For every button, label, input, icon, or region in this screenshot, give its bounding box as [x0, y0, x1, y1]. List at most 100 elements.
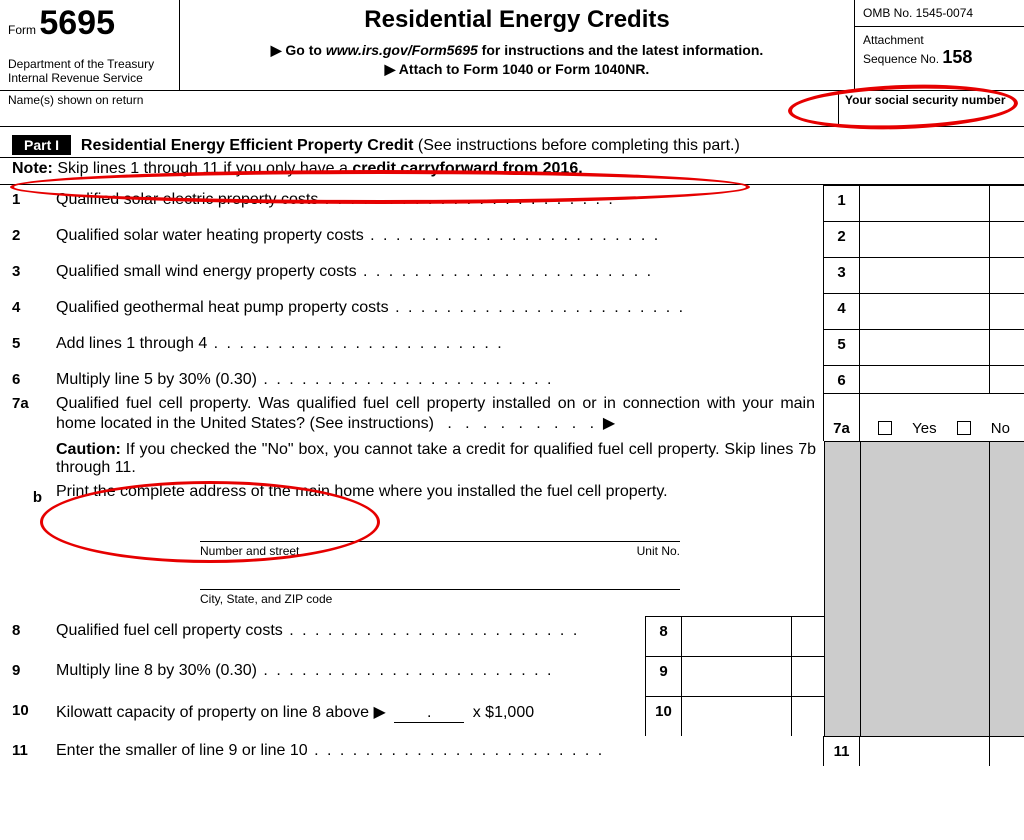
col-1-amt[interactable]: [860, 185, 990, 221]
form-right: OMB No. 1545-0074 Attachment Sequence No…: [854, 0, 1024, 90]
line-7b: b Print the complete address of the main…: [0, 483, 824, 506]
col-1-num: 1: [824, 185, 860, 221]
col-2-amt[interactable]: [860, 221, 990, 257]
caution-text: Caution: If you checked the "No" box, yo…: [56, 441, 824, 477]
note-bold2: credit carryforward from 2016.: [352, 160, 582, 177]
icol-8-cents[interactable]: [792, 616, 824, 656]
col-4-amt[interactable]: [860, 293, 990, 329]
icol-9-num: 9: [646, 656, 682, 696]
col-5-amt[interactable]: [860, 329, 990, 365]
col-6-num: 6: [824, 365, 860, 393]
line-10-num: 10: [12, 696, 56, 719]
line-4-text: Qualified geothermal heat pump property …: [56, 293, 823, 317]
col-1-cents[interactable]: [990, 185, 1024, 221]
caution-num: [12, 441, 56, 447]
line-2-text: Qualified solar water heating property c…: [56, 221, 823, 245]
names-label: Name(s) shown on return: [0, 91, 838, 126]
line-10-pre: Kilowatt capacity of property on line 8 …: [56, 704, 386, 721]
line-11: 11 Enter the smaller of line 9 or line 1…: [0, 736, 1024, 766]
dept1: Department of the Treasury: [8, 57, 171, 71]
no-label: No: [991, 420, 1010, 437]
part-label: Part I: [12, 135, 71, 155]
sub1-prefix: ▶ Go to: [271, 42, 326, 58]
line-6: 6 Multiply line 5 by 30% (0.30) 6: [0, 365, 1024, 393]
address-block: Number and streetUnit No. City, State, a…: [200, 516, 680, 608]
caution-row: Caution: If you checked the "No" box, yo…: [0, 441, 824, 483]
col-3-amt[interactable]: [860, 257, 990, 293]
addr-line-1[interactable]: [200, 516, 680, 542]
mid-block: Caution: If you checked the "No" box, yo…: [0, 441, 1024, 736]
line-1: 1 Qualified solar electric property cost…: [0, 185, 1024, 221]
gray-num: [825, 442, 861, 736]
dept2: Internal Revenue Service: [8, 71, 171, 85]
col-5-num: 5: [824, 329, 860, 365]
col-4-cents[interactable]: [990, 293, 1024, 329]
yes-label: Yes: [912, 420, 936, 437]
sequence-number: 158: [942, 47, 972, 67]
line-2-num: 2: [12, 221, 56, 244]
line-10: 10 Kilowatt capacity of property on line…: [0, 696, 824, 736]
icol-9-cents[interactable]: [792, 656, 824, 696]
part-title-row: Part I Residential Energy Efficient Prop…: [0, 127, 1024, 158]
col-3-cents[interactable]: [990, 257, 1024, 293]
attachment-block: Attachment Sequence No. 158: [855, 27, 1024, 74]
subtitle2: ▶ Attach to Form 1040 or Form 1040NR.: [192, 61, 842, 78]
col-6-amt[interactable]: [860, 365, 990, 393]
col-11-amt[interactable]: [860, 736, 990, 766]
icol-8-amt[interactable]: [682, 616, 792, 656]
line-4-num: 4: [12, 293, 56, 316]
part-title: Residential Energy Efficient Property Cr…: [81, 137, 740, 154]
yes-checkbox[interactable]: [878, 421, 892, 435]
line-11-text: Enter the smaller of line 9 or line 10: [56, 736, 823, 760]
kw-blank[interactable]: .: [394, 704, 464, 723]
line-1-text: Qualified solar electric property costs: [56, 185, 823, 209]
line-3-num: 3: [12, 257, 56, 280]
line-7b-num: b: [12, 483, 56, 506]
addr1-unit: Unit No.: [637, 542, 680, 560]
line-9: 9 Multiply line 8 by 30% (0.30) 9: [0, 656, 824, 696]
no-checkbox[interactable]: [957, 421, 971, 435]
form-header: Form 5695 Department of the Treasury Int…: [0, 0, 1024, 91]
note-bold: Note:: [12, 160, 53, 177]
names-row: Name(s) shown on return Your social secu…: [0, 91, 1024, 127]
line-10-text: Kilowatt capacity of property on line 8 …: [56, 696, 645, 723]
omb-number: OMB No. 1545-0074: [855, 0, 1024, 27]
gray-right-col: [824, 441, 1024, 736]
col-5-cents[interactable]: [990, 329, 1024, 365]
addr2-label: City, State, and ZIP code: [200, 590, 680, 608]
col-6-cents[interactable]: [990, 365, 1024, 393]
form-number: Form 5695: [8, 4, 171, 43]
sub2-text: ▶ Attach to Form 1040 or Form 1040NR.: [385, 61, 650, 77]
line-11-num: 11: [12, 736, 56, 759]
gray-amt: [861, 442, 990, 736]
form-title: Residential Energy Credits: [192, 6, 842, 34]
line-2: 2 Qualified solar water heating property…: [0, 221, 1024, 257]
line-3-text: Qualified small wind energy property cos…: [56, 257, 823, 281]
col-2-cents[interactable]: [990, 221, 1024, 257]
icol-10-amt[interactable]: [682, 696, 792, 736]
line-3: 3 Qualified small wind energy property c…: [0, 257, 1024, 293]
addr-line-2[interactable]: [200, 564, 680, 590]
line-7b-text: Print the complete address of the main h…: [56, 483, 824, 501]
caution-body: If you checked the "No" box, you cannot …: [56, 441, 816, 476]
note-line: Note: Skip lines 1 through 11 if you onl…: [0, 158, 1024, 185]
col-3-num: 3: [824, 257, 860, 293]
line-7a-text: Qualified fuel cell property. Was qualif…: [56, 393, 823, 433]
line-8-text: Qualified fuel cell property costs: [56, 616, 645, 640]
line-7a: 7a Qualified fuel cell property. Was qua…: [0, 393, 1024, 441]
icol-8-num: 8: [646, 616, 682, 656]
yes-no-row: Yes No: [860, 416, 1024, 441]
subtitle1: ▶ Go to www.irs.gov/Form5695 for instruc…: [192, 42, 842, 59]
line-4: 4 Qualified geothermal heat pump propert…: [0, 293, 1024, 329]
line-5-num: 5: [12, 329, 56, 352]
icol-9-amt[interactable]: [682, 656, 792, 696]
form-center: Residential Energy Credits ▶ Go to www.i…: [180, 0, 854, 90]
col-11-num: 11: [824, 736, 860, 766]
part-title-bold: Residential Energy Efficient Property Cr…: [81, 137, 414, 154]
line-5: 5 Add lines 1 through 4 5: [0, 329, 1024, 365]
col-11-cents[interactable]: [990, 736, 1024, 766]
icol-10-num: 10: [646, 696, 682, 736]
icol-10-cents[interactable]: [792, 696, 824, 736]
line-9-text: Multiply line 8 by 30% (0.30): [56, 656, 645, 680]
line-5-text: Add lines 1 through 4: [56, 329, 823, 353]
